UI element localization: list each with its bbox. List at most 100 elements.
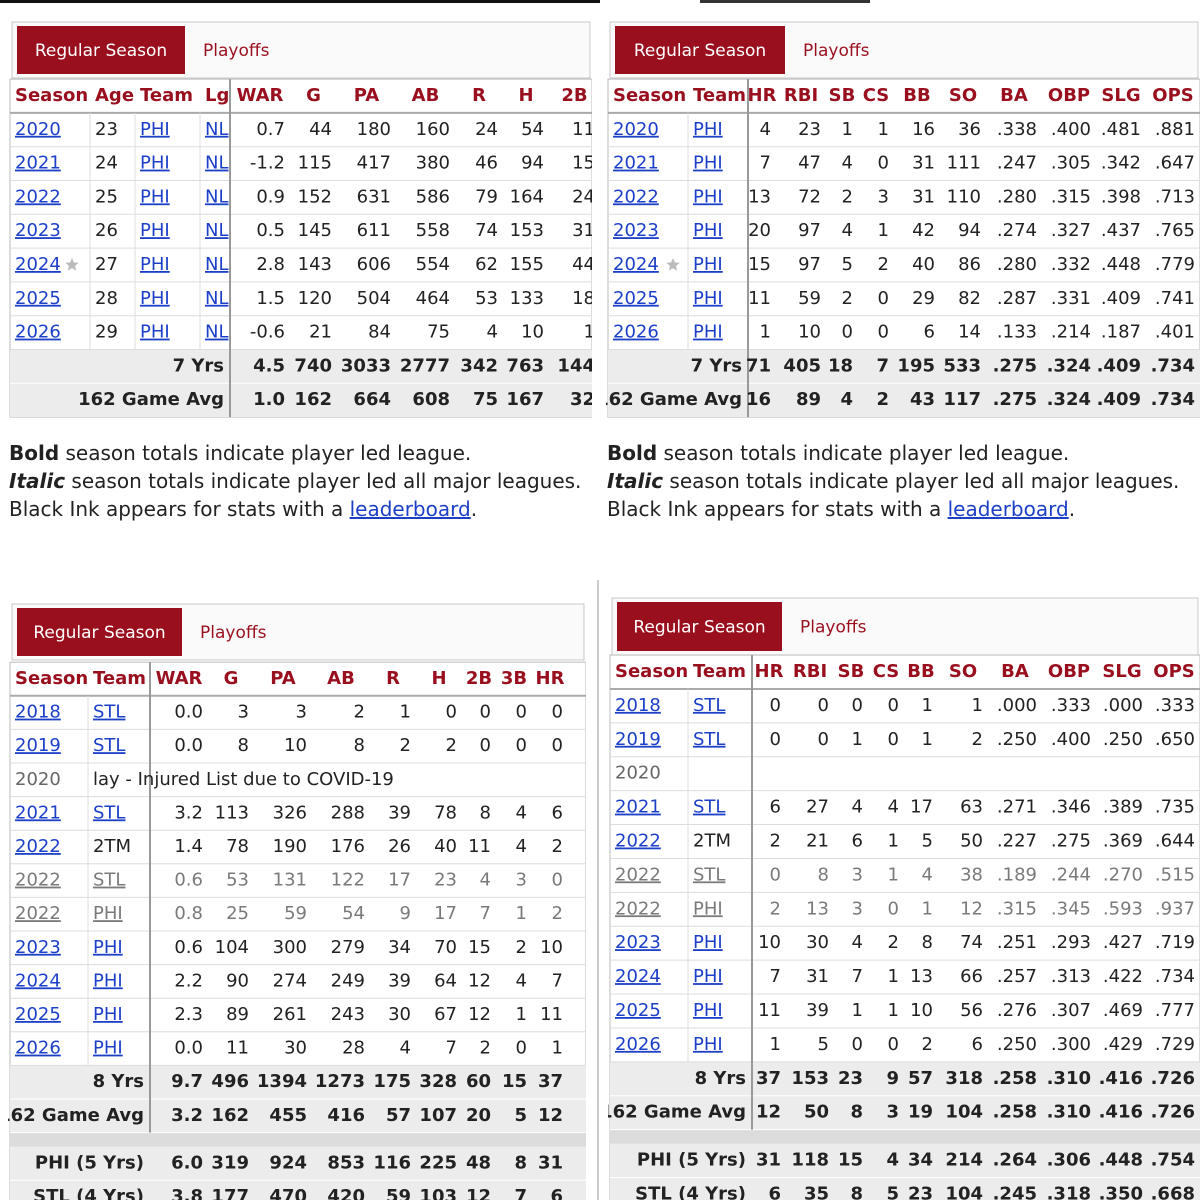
column-header[interactable]: RBI (793, 661, 827, 682)
column-header[interactable]: SO (949, 661, 977, 682)
cell-link[interactable]: 2026 (613, 322, 659, 343)
cell-link[interactable]: PHI (693, 119, 723, 140)
column-header[interactable]: AB (327, 668, 355, 689)
cell-link[interactable]: 2022 (613, 186, 659, 207)
cell-link[interactable]: PHI (693, 966, 723, 987)
column-header[interactable]: R (386, 668, 400, 689)
cell-link[interactable]: NL (205, 322, 229, 343)
cell-link[interactable]: 2023 (15, 220, 61, 241)
cell-link[interactable]: STL (693, 729, 725, 750)
cell-link[interactable]: PHI (693, 153, 723, 174)
tab-label[interactable]: Playoffs (800, 618, 867, 638)
cell-link[interactable]: 2026 (15, 322, 61, 343)
tab-label[interactable]: Regular Season (35, 41, 167, 61)
cell-link[interactable]: 2024 (613, 254, 659, 275)
cell-link[interactable]: STL (693, 864, 725, 885)
note-link[interactable]: leaderboard (948, 497, 1069, 521)
column-header[interactable]: BB (907, 661, 934, 682)
cell-link[interactable]: PHI (693, 898, 723, 919)
cell-link[interactable]: PHI (140, 288, 170, 309)
cell-link[interactable]: STL (693, 695, 725, 716)
cell-link[interactable]: NL (205, 288, 229, 309)
cell-link[interactable]: PHI (693, 186, 723, 207)
column-header[interactable]: SLG (1101, 85, 1140, 106)
cell-link[interactable]: 2021 (613, 153, 659, 174)
column-header[interactable]: CS (863, 85, 890, 106)
cell-link[interactable]: STL (93, 802, 125, 823)
cell-link[interactable]: STL (93, 870, 125, 891)
cell-link[interactable]: 2022 (615, 864, 661, 885)
column-header[interactable]: H (518, 85, 533, 106)
column-header[interactable]: SB (838, 661, 865, 682)
cell-link[interactable]: PHI (693, 254, 723, 275)
cell-link[interactable]: 2022 (15, 903, 61, 924)
cell-link[interactable]: STL (93, 735, 125, 756)
column-header[interactable]: R (472, 85, 486, 106)
column-header[interactable]: Team (93, 668, 146, 689)
cell-link[interactable]: PHI (693, 1000, 723, 1021)
cell-link[interactable]: PHI (93, 1004, 123, 1025)
column-header[interactable]: G (224, 668, 239, 689)
cell-link[interactable]: PHI (93, 937, 123, 958)
cell-link[interactable]: 2023 (615, 932, 661, 953)
cell-link[interactable]: 2025 (15, 1004, 61, 1025)
cell-link[interactable]: NL (205, 186, 229, 207)
tab-label[interactable]: Playoffs (200, 623, 267, 643)
column-header[interactable]: Team (140, 85, 193, 106)
cell-link[interactable]: 2021 (15, 802, 61, 823)
tab-active[interactable] (17, 608, 182, 656)
column-header[interactable]: HR (748, 85, 777, 106)
tab-active[interactable] (617, 602, 782, 651)
cell-link[interactable]: PHI (693, 220, 723, 241)
tab-label[interactable]: Playoffs (803, 41, 870, 61)
column-header[interactable]: CS (873, 661, 900, 682)
column-header[interactable]: BA (1001, 661, 1029, 682)
cell-link[interactable]: 2025 (613, 288, 659, 309)
cell-link[interactable]: PHI (140, 254, 170, 275)
cell-link[interactable]: NL (205, 220, 229, 241)
cell-link[interactable]: PHI (140, 322, 170, 343)
cell-link[interactable]: 2023 (613, 220, 659, 241)
column-header[interactable]: G (306, 85, 321, 106)
column-header[interactable]: AB (412, 85, 440, 106)
column-header[interactable]: 2B (466, 668, 492, 689)
column-header[interactable]: H (431, 668, 446, 689)
cell-link[interactable]: PHI (693, 288, 723, 309)
column-header[interactable]: 3B (501, 668, 527, 689)
cell-link[interactable]: 2024 (15, 254, 61, 275)
column-header[interactable]: PA (354, 85, 380, 106)
column-header[interactable]: OBP (1048, 661, 1090, 682)
cell-link[interactable]: 2022 (615, 831, 661, 852)
cell-link[interactable]: STL (693, 797, 725, 818)
cell-link[interactable]: PHI (140, 186, 170, 207)
column-header[interactable]: RBI (784, 85, 818, 106)
column-header[interactable]: BA (1000, 85, 1028, 106)
column-header[interactable]: HR (536, 668, 565, 689)
cell-link[interactable]: 2024 (615, 966, 661, 987)
cell-link[interactable]: 2018 (15, 702, 61, 723)
cell-link[interactable]: 2023 (15, 937, 61, 958)
cell-link[interactable]: 2025 (15, 288, 61, 309)
column-header[interactable]: OBP (1048, 85, 1090, 106)
cell-link[interactable]: 2025 (615, 1000, 661, 1021)
column-header[interactable]: BB (903, 85, 930, 106)
cell-link[interactable]: 2020 (613, 119, 659, 140)
column-header[interactable]: Season (15, 668, 88, 689)
column-header[interactable]: Season (15, 85, 88, 106)
tab-label[interactable]: Regular Season (33, 623, 165, 643)
column-header[interactable]: Season (615, 661, 688, 682)
column-header[interactable]: WAR (237, 85, 284, 106)
tab-label[interactable]: Regular Season (633, 618, 765, 638)
note-link[interactable]: leaderboard (350, 497, 471, 521)
cell-link[interactable]: 2020 (15, 119, 61, 140)
column-header[interactable]: SLG (1102, 661, 1141, 682)
cell-link[interactable]: 2021 (15, 153, 61, 174)
cell-link[interactable]: 2026 (615, 1034, 661, 1055)
column-header[interactable]: HR (755, 661, 784, 682)
cell-link[interactable]: 2019 (15, 735, 61, 756)
cell-link[interactable]: 2019 (615, 729, 661, 750)
column-header[interactable]: Team (693, 661, 746, 682)
cell-link[interactable]: 2026 (15, 1038, 61, 1059)
tab-label[interactable]: Regular Season (634, 41, 766, 61)
cell-link[interactable]: 2022 (15, 186, 61, 207)
